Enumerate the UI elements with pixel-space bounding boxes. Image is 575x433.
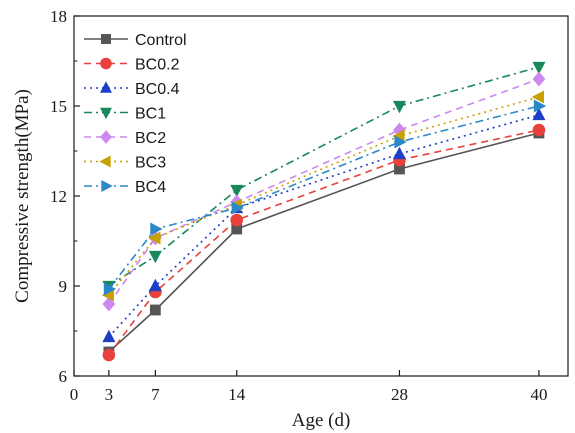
y-tick-label: 9 (59, 277, 68, 296)
x-tick-label: 7 (151, 385, 160, 404)
data-point (533, 99, 547, 113)
y-tick-label: 12 (50, 187, 67, 206)
legend-marker (100, 57, 112, 70)
series-control (103, 127, 545, 358)
legend-label: BC0.2 (135, 57, 180, 74)
data-point (102, 348, 116, 362)
data-point (532, 123, 546, 137)
data-point (148, 250, 162, 264)
series-line (108, 78, 540, 305)
y-tick-label: 6 (59, 367, 68, 386)
data-point (103, 282, 117, 296)
data-point (102, 329, 116, 343)
data-point (392, 100, 406, 114)
legend-marker (100, 130, 112, 144)
legend: Control BC0.2 BC0.4 BC1 BC2 BC3 BC4 (84, 32, 187, 196)
series-layer (101, 61, 547, 362)
series-bc4 (103, 99, 547, 296)
data-point (532, 71, 546, 87)
legend-marker (100, 107, 112, 120)
x-tick-label: 0 (70, 385, 79, 404)
data-point (102, 296, 116, 312)
series-line (108, 96, 540, 296)
x-axis-title: Age (d) (292, 410, 351, 431)
x-tick-label: 14 (228, 385, 246, 404)
legend-item: BC1 (84, 106, 166, 123)
x-tick-label: 28 (391, 385, 408, 404)
legend-marker (99, 155, 111, 168)
legend-label: BC0.4 (135, 81, 180, 98)
data-point (531, 90, 545, 104)
series-line (108, 66, 540, 287)
legend-item: BC0.2 (84, 57, 180, 74)
legend-item: BC2 (84, 130, 166, 147)
series-line (108, 105, 540, 290)
data-point (532, 61, 546, 75)
data-point (532, 107, 546, 121)
data-point (149, 304, 161, 316)
legend-item: Control (84, 32, 187, 49)
data-point (392, 146, 406, 160)
legend-item: BC0.4 (84, 81, 180, 98)
legend-label: BC1 (135, 106, 166, 123)
legend-item: BC4 (84, 179, 166, 196)
x-tick-label: 3 (105, 385, 114, 404)
y-tick-label: 18 (50, 7, 67, 26)
legend-label: BC3 (135, 155, 166, 172)
data-point (148, 231, 161, 245)
legend-marker (100, 81, 112, 93)
x-tick-label: 40 (530, 385, 547, 404)
series-bc2 (102, 71, 546, 312)
axes-layer: 6 9 12 15 18 0 3 7 14 28 40 (50, 7, 547, 404)
legend-marker (101, 34, 111, 44)
data-point (148, 278, 162, 292)
legend-item: BC3 (84, 155, 166, 172)
data-point (394, 135, 407, 149)
y-axis-title: Compressive strength(MPa) (12, 89, 33, 303)
legend-marker (101, 180, 113, 192)
data-point (150, 222, 163, 236)
data-point (230, 184, 244, 198)
series-line (108, 132, 540, 353)
legend-label: BC2 (135, 130, 166, 147)
legend-label: Control (135, 32, 187, 49)
series-bc0-2 (102, 123, 546, 362)
y-tick-label: 15 (50, 97, 67, 116)
series-line (108, 114, 540, 338)
legend-label: BC4 (135, 179, 166, 196)
data-point (230, 213, 244, 227)
data-point (231, 201, 244, 215)
